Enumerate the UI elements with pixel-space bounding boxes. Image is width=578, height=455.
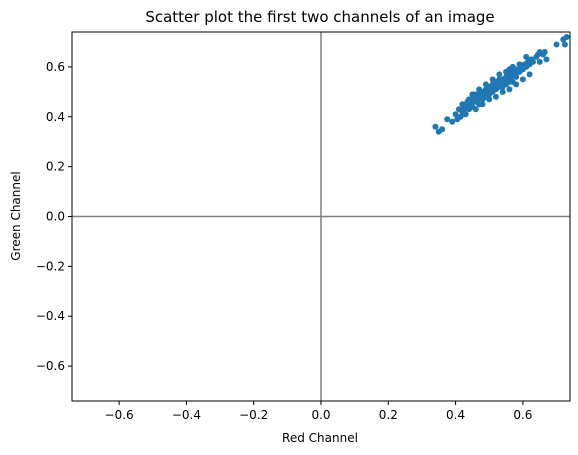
x-tick-label: −0.2: [239, 408, 268, 422]
plot-area: −0.6 −0.4 −0.2 0.0 0.2 0.4 0.6 −0.6 −0.4 −0.2 0.0 0…: [36, 31, 571, 422]
x-axis-label: Red Channel: [282, 431, 358, 445]
scatter-point: [476, 86, 483, 93]
x-tick-label: 0.4: [446, 408, 465, 422]
scatter-point: [466, 96, 473, 103]
scatter-point: [526, 71, 533, 78]
x-tick-label: 0.0: [311, 408, 330, 422]
scatter-point: [452, 111, 459, 118]
scatter-point: [496, 71, 503, 78]
scatter-point: [543, 56, 550, 63]
x-tick-label: 0.2: [379, 408, 398, 422]
scatter-point: [499, 88, 506, 95]
scatter-point: [439, 126, 446, 133]
y-axis-label: Green Channel: [9, 171, 23, 260]
scatter-point: [523, 53, 530, 60]
scatter-point: [444, 116, 451, 123]
y-tick-label: −0.4: [36, 309, 65, 323]
scatter-point: [469, 91, 476, 98]
scatter-point: [541, 48, 548, 55]
scatter-point: [449, 118, 456, 125]
scatter-point: [519, 76, 526, 83]
scatter-point: [457, 113, 464, 120]
scatter-point: [479, 101, 486, 108]
y-tick-label: −0.6: [36, 359, 65, 373]
scatter-point: [486, 83, 493, 90]
scatter-point: [563, 33, 570, 40]
scatter-point: [516, 61, 523, 68]
scatter-point: [529, 58, 536, 65]
scatter-point: [553, 41, 560, 48]
scatter-point: [513, 73, 520, 80]
y-tick-label: 0.0: [46, 210, 65, 224]
y-tick-label: 0.4: [46, 110, 65, 124]
scatter-point: [561, 41, 568, 48]
chart-title: Scatter plot the first two channels of a…: [145, 8, 494, 26]
x-tick-label: −0.6: [105, 408, 134, 422]
y-tick-label: 0.6: [46, 60, 65, 74]
scatter-point: [506, 86, 513, 93]
y-tick-label: 0.2: [46, 160, 65, 174]
scatter-point: [492, 93, 499, 100]
scatter-point: [506, 66, 513, 73]
scatter-point: [462, 111, 469, 118]
y-tick-label: −0.2: [36, 259, 65, 273]
scatter-point: [489, 76, 496, 83]
scatter-point: [536, 58, 543, 65]
x-tick-label: 0.6: [513, 408, 532, 422]
scatter-point: [486, 96, 493, 103]
scatter-point: [513, 81, 520, 88]
x-tick-label: −0.4: [172, 408, 201, 422]
scatter-point: [472, 106, 479, 113]
scatter-point: [432, 123, 439, 130]
